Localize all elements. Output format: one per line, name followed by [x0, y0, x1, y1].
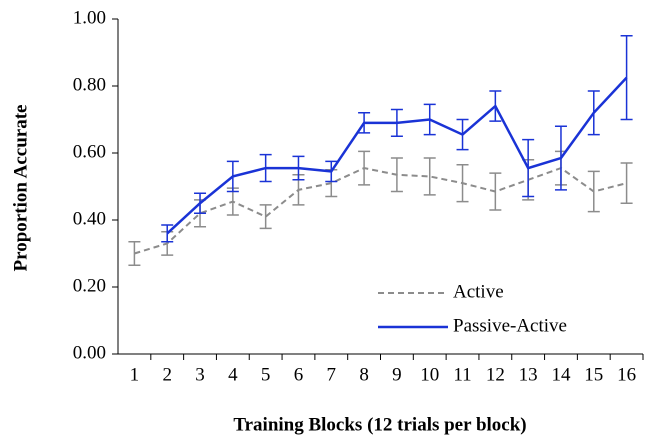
- error-bar-line: [128, 241, 141, 266]
- x-tick-label: 12: [486, 364, 505, 385]
- x-tick-label: 1: [130, 364, 140, 385]
- y-tick-label: 0.40: [73, 208, 106, 229]
- x-tick-label: 11: [453, 364, 471, 385]
- error-bar-line: [259, 204, 272, 230]
- y-tick-label: 0.60: [73, 141, 106, 162]
- x-tick-label: 15: [584, 364, 603, 385]
- x-tick-label: 14: [551, 364, 571, 385]
- error-bar-line: [620, 162, 633, 204]
- error-bar-line: [423, 157, 436, 196]
- x-tick-label: 13: [519, 364, 538, 385]
- x-tick-label: 8: [359, 364, 369, 385]
- legend-label: Passive-Active: [453, 315, 567, 336]
- series-line: [134, 166, 627, 255]
- x-tick-label: 3: [195, 364, 205, 385]
- x-tick-label: 2: [162, 364, 172, 385]
- error-bar-line: [620, 35, 633, 121]
- series-line: [166, 76, 628, 235]
- legend-label: Active: [453, 281, 504, 302]
- y-axis-label: Proportion Accurate: [10, 105, 31, 272]
- y-tick-label: 0.80: [73, 74, 106, 95]
- x-tick-label: 9: [392, 364, 402, 385]
- x-tick-label: 6: [294, 364, 304, 385]
- x-axis-label: Training Blocks (12 trials per block): [233, 414, 526, 435]
- x-tick-label: 5: [261, 364, 271, 385]
- y-tick-label: 0.00: [73, 342, 106, 363]
- x-tick-label: 7: [327, 364, 337, 385]
- x-tick-label: 4: [228, 364, 238, 385]
- y-tick-label: 1.00: [73, 7, 106, 28]
- x-tick-label: 10: [420, 364, 439, 385]
- x-tick-label: 16: [617, 364, 636, 385]
- y-tick-label: 0.20: [73, 275, 106, 296]
